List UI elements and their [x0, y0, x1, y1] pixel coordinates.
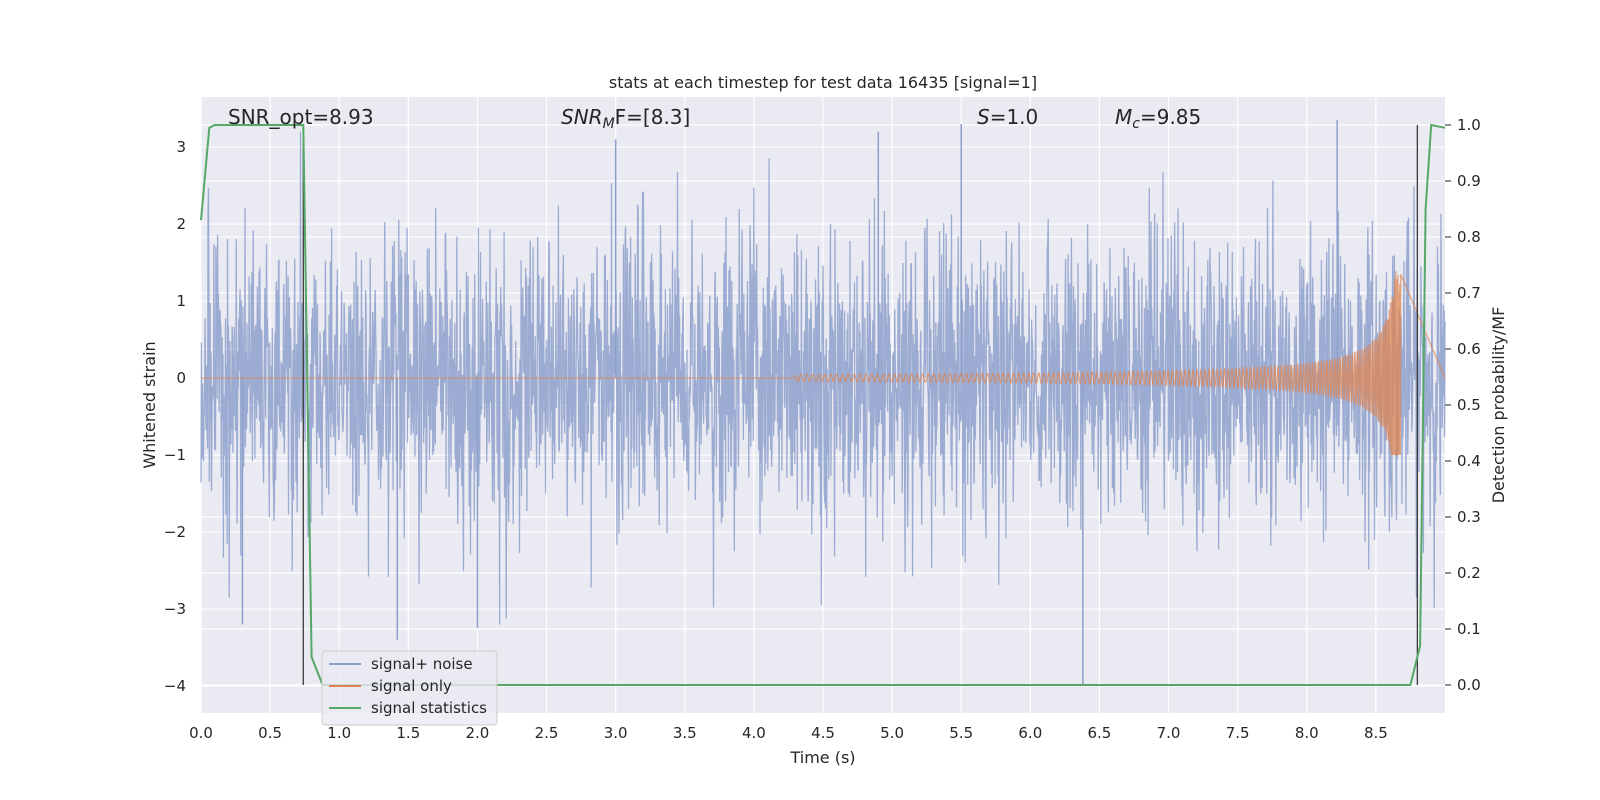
- mc-sub: c: [1132, 116, 1140, 132]
- left-tick-label: 0: [176, 369, 186, 387]
- right-tick-label: 0.0: [1457, 676, 1481, 694]
- mc-var: M: [1115, 105, 1132, 129]
- left-tick-label: −4: [164, 677, 186, 695]
- annotation-snr-opt: SNR_opt=8.93: [228, 105, 374, 129]
- right-tick-label: 0.7: [1457, 284, 1481, 302]
- series-signal-only: [201, 271, 1446, 456]
- x-tick-label: 1.5: [396, 724, 420, 742]
- right-tick-label: 0.9: [1457, 172, 1481, 190]
- right-tick-label: 0.6: [1457, 340, 1481, 358]
- left-tick-label: −1: [164, 446, 186, 464]
- left-axis-ticks: −4 −3 −2 −1 0 1 2 3: [164, 138, 186, 695]
- legend-label-signal-statistics: signal statistics: [371, 699, 487, 717]
- right-axis-label: Detection probability/MF: [1489, 307, 1508, 504]
- legend-label-signal-only: signal only: [371, 677, 452, 695]
- x-tick-label: 8.0: [1295, 724, 1319, 742]
- snr-mf-var: SNR: [561, 105, 603, 129]
- left-tick-label: 2: [176, 215, 186, 233]
- signal-only-line: [201, 271, 1446, 456]
- x-tick-label: 2.0: [466, 724, 490, 742]
- x-tick-label: 4.5: [811, 724, 835, 742]
- x-tick-label: 3.0: [604, 724, 628, 742]
- annotation-mc: Mc=9.85: [1115, 105, 1201, 132]
- x-tick-label: 7.0: [1157, 724, 1181, 742]
- right-tick-label: 0.2: [1457, 564, 1481, 582]
- right-tick-label: 0.5: [1457, 396, 1481, 414]
- right-axis-ticks: 0.0 0.1 0.2 0.3 0.4 0.5 0.6 0.7 0.8 0.9 1.0: [1445, 116, 1481, 694]
- annotation-snr-mf: SNRMF=[8.3]: [561, 105, 690, 132]
- right-tick-label: 0.3: [1457, 508, 1481, 526]
- x-axis-label: Time (s): [789, 748, 855, 767]
- left-tick-label: −3: [164, 600, 186, 618]
- left-tick-label: 3: [176, 138, 186, 156]
- x-tick-label: 5.0: [880, 724, 904, 742]
- right-tick-label: 0.4: [1457, 452, 1481, 470]
- chart-title: stats at each timestep for test data 164…: [609, 73, 1037, 92]
- snr-mf-sub: M: [603, 116, 615, 132]
- annotation-s: S=1.0: [977, 105, 1038, 129]
- x-tick-label: 7.5: [1226, 724, 1250, 742]
- x-tick-label: 8.5: [1364, 724, 1388, 742]
- s-val: =1.0: [990, 105, 1039, 129]
- mc-val: =9.85: [1140, 105, 1201, 129]
- x-tick-label: 4.0: [742, 724, 766, 742]
- right-tick-label: 1.0: [1457, 116, 1481, 134]
- legend-label-signal-noise: signal+ noise: [371, 655, 473, 673]
- legend-box: [321, 650, 498, 726]
- right-tick-label: 0.8: [1457, 228, 1481, 246]
- vertical-markers: [302, 125, 1419, 685]
- x-tick-label: 6.5: [1088, 724, 1112, 742]
- x-tick-label: 2.5: [535, 724, 559, 742]
- left-tick-label: −2: [164, 523, 186, 541]
- s-var: S: [977, 105, 990, 129]
- x-tick-label: 0.5: [258, 724, 282, 742]
- series-signal-noise: [200, 120, 1446, 687]
- left-tick-label: 1: [176, 292, 186, 310]
- right-tick-label: 0.1: [1457, 620, 1481, 638]
- x-tick-label: 1.0: [327, 724, 351, 742]
- x-tick-label: 0.0: [189, 724, 213, 742]
- snr-mf-val: F=[8.3]: [615, 105, 691, 129]
- x-axis-ticks: 0.0 0.5 1.0 1.5 2.0 2.5 3.0 3.5 4.0 4.5 5.0 5.5 6.0 6…: [189, 724, 1388, 742]
- x-tick-label: 6.0: [1018, 724, 1042, 742]
- x-tick-label: 5.5: [949, 724, 973, 742]
- left-axis-label: Whitened strain: [140, 341, 159, 468]
- signal-noise-line: [200, 131, 1446, 625]
- x-tick-label: 3.5: [673, 724, 697, 742]
- legend: signal+ noise signal only signal statist…: [321, 650, 498, 726]
